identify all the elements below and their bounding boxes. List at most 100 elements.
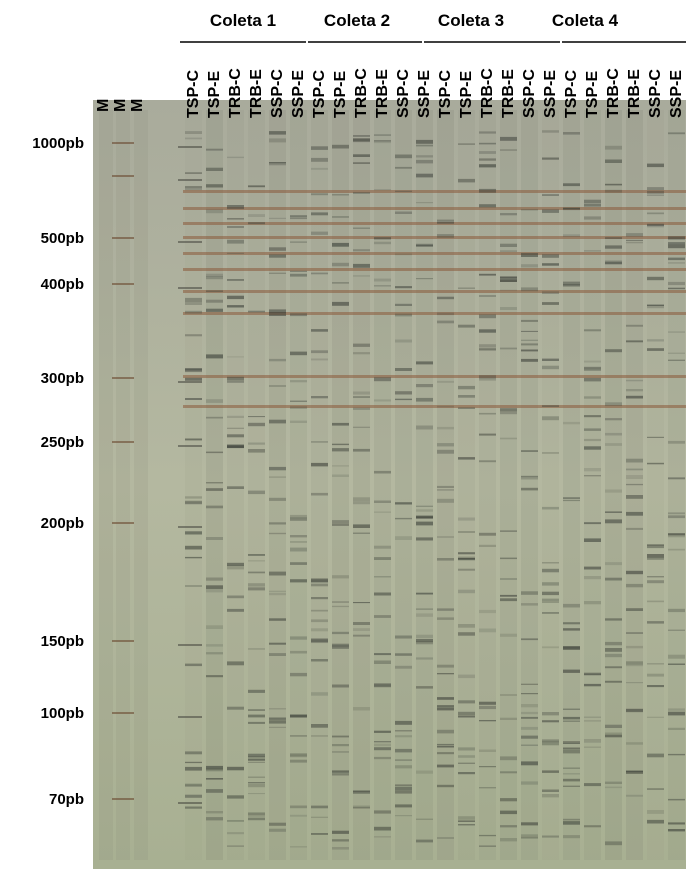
gel-band: [206, 290, 223, 292]
gel-band: [458, 824, 475, 825]
gel-band: [395, 759, 412, 760]
gel-band: [248, 648, 265, 650]
gel-band: [353, 392, 370, 395]
marker-band: [112, 377, 134, 379]
gel-band: [374, 135, 391, 136]
marker-band: [112, 175, 134, 177]
gel-band: [563, 721, 580, 722]
gel-band: [542, 209, 559, 213]
gel-band: [626, 682, 643, 683]
gel-band: [458, 632, 475, 636]
gel-band: [290, 579, 307, 582]
gel-band: [458, 755, 475, 758]
collection-title: Coleta 4: [552, 11, 619, 30]
gel-band: [563, 742, 580, 744]
gel-band: [542, 646, 559, 648]
gel-band: [311, 359, 328, 361]
gel-band: [395, 314, 412, 317]
gel-band: [332, 524, 349, 526]
gel-band: [563, 717, 580, 720]
gel-band: [374, 557, 391, 560]
gel-band: [290, 636, 307, 639]
gel-band: [584, 684, 601, 686]
gel-band: [332, 744, 349, 746]
gel-band: [668, 236, 685, 239]
gel-band: [479, 329, 496, 332]
gel-band: [269, 593, 286, 595]
gel-band: [332, 520, 349, 524]
gel-band: [647, 195, 664, 196]
gel-band: [584, 439, 601, 441]
gel-band: [500, 531, 517, 532]
marker-band: [178, 716, 202, 718]
gel-band: [290, 380, 307, 382]
gel-band: [185, 298, 202, 302]
gel-band: [416, 522, 433, 526]
gel-band: [626, 469, 643, 471]
gel-band: [437, 730, 454, 734]
lane-label: SSP-C: [269, 69, 286, 118]
gel-band: [647, 820, 664, 824]
gel-band: [395, 635, 412, 638]
gel-band: [311, 580, 328, 583]
size-label: 500pb: [41, 230, 84, 247]
gel-band: [183, 312, 686, 315]
gel-band: [668, 242, 685, 245]
gel-band: [248, 572, 265, 574]
gel-band: [542, 158, 559, 160]
gel-band: [437, 708, 454, 711]
gel-band: [521, 717, 538, 719]
gel-band: [395, 399, 412, 400]
gel-band: [248, 583, 265, 586]
gel-band: [248, 185, 265, 187]
gel-band: [290, 271, 307, 272]
gel-band: [269, 131, 286, 135]
gel-band: [206, 811, 223, 813]
lane-label: TSP-C: [311, 70, 328, 118]
gel-band: [269, 533, 286, 534]
gel-band: [605, 648, 622, 652]
gel-band: [542, 194, 559, 196]
gel-band: [563, 670, 580, 673]
gel-band: [227, 356, 244, 357]
gel-band: [584, 428, 601, 431]
gel-band: [206, 452, 223, 454]
gel-band: [311, 619, 328, 622]
gel-band: [500, 694, 517, 696]
gel-band: [227, 226, 244, 228]
gel-band: [416, 613, 433, 616]
gel-band: [248, 423, 265, 426]
gel-band: [542, 569, 559, 573]
gel-band: [605, 733, 622, 736]
gel-band: [227, 381, 244, 383]
gel-band: [290, 651, 307, 654]
gel-band: [563, 234, 580, 237]
gel-band: [248, 813, 265, 817]
gel-band: [626, 475, 643, 477]
gel-band: [542, 405, 559, 407]
marker-band: [112, 640, 134, 642]
gel-band: [521, 684, 538, 685]
marker-band: [112, 798, 134, 800]
gel-band: [647, 277, 664, 280]
gel-band: [521, 727, 538, 730]
lane-label: TSP-C: [185, 70, 202, 118]
gel-band: [269, 618, 286, 621]
gel-band: [479, 460, 496, 462]
lane-label: TRB-C: [605, 68, 622, 118]
gel-band: [668, 630, 685, 631]
gel-band: [227, 563, 244, 566]
gel-band: [563, 422, 580, 424]
gel-band: [248, 443, 265, 445]
gel-band: [521, 591, 538, 595]
gel-band: [311, 168, 328, 170]
gel-band: [227, 795, 244, 798]
size-label: 1000pb: [32, 135, 84, 152]
gel-band: [542, 366, 559, 370]
gel-band: [437, 705, 454, 708]
gel-band: [416, 145, 433, 147]
gel-band: [227, 377, 244, 381]
gel-band: [227, 596, 244, 599]
gel-band: [584, 250, 601, 251]
gel-band: [185, 795, 202, 798]
